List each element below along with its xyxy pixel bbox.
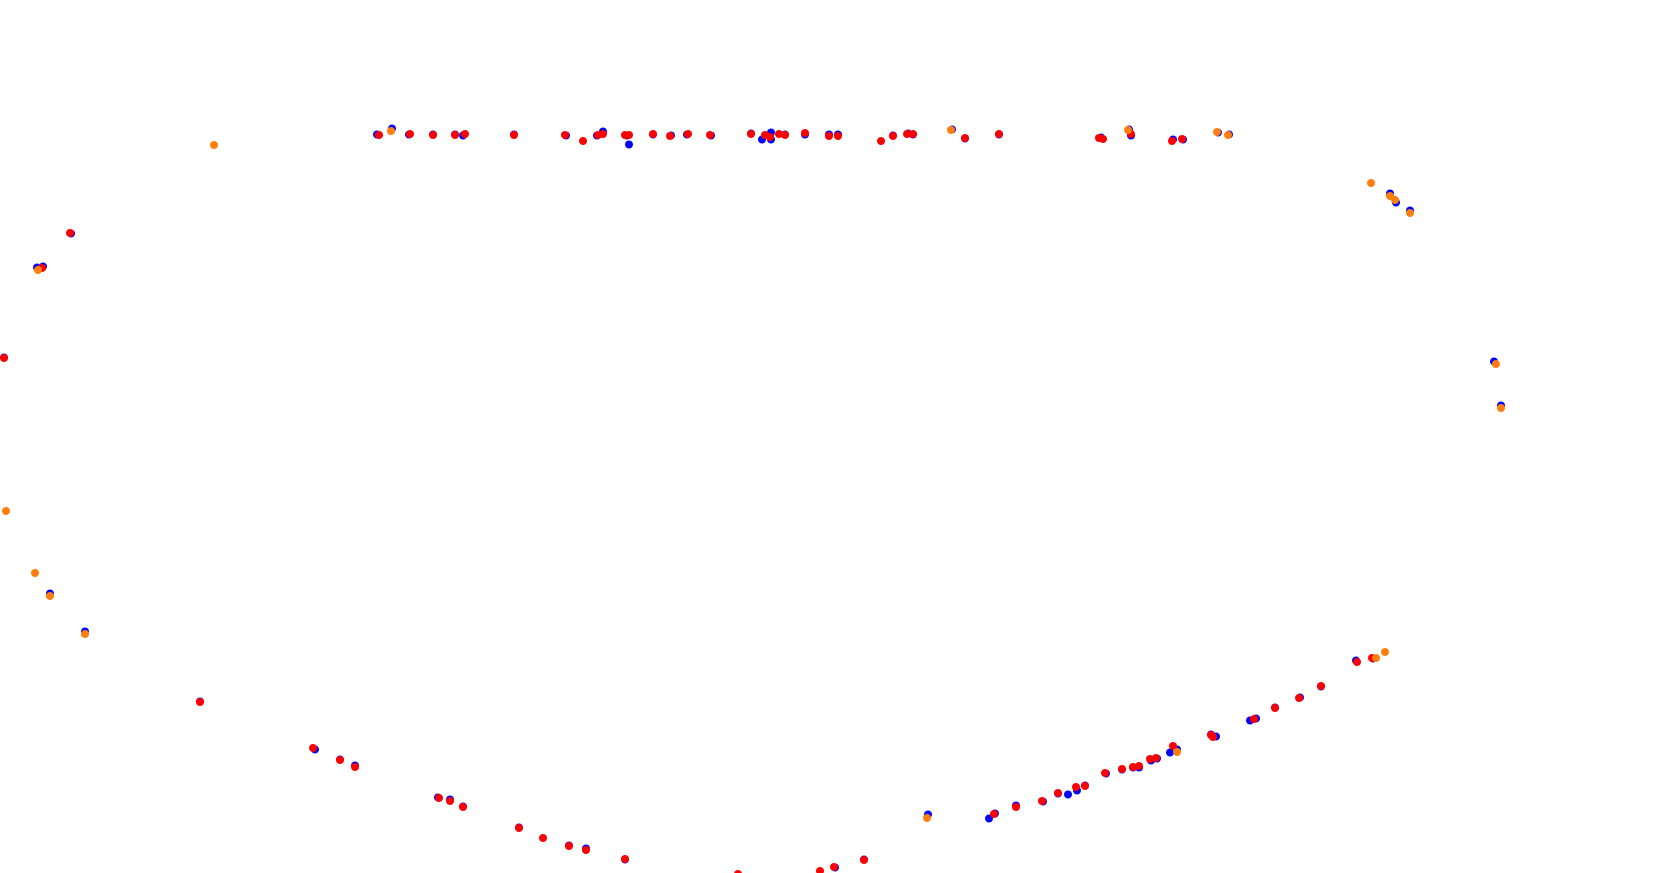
data-point xyxy=(834,132,842,140)
data-point xyxy=(429,131,437,139)
data-point xyxy=(1317,682,1325,690)
data-point xyxy=(1135,762,1143,770)
data-point xyxy=(747,130,755,138)
data-point xyxy=(1038,797,1046,805)
data-point xyxy=(1250,715,1258,723)
data-point xyxy=(451,131,459,139)
data-point xyxy=(446,797,454,805)
series-0 xyxy=(0,124,1505,872)
data-point xyxy=(1012,803,1020,811)
data-point xyxy=(1146,755,1154,763)
data-point xyxy=(81,630,89,638)
data-point xyxy=(582,846,590,854)
data-point xyxy=(909,130,917,138)
data-point xyxy=(1168,137,1176,145)
data-point xyxy=(649,130,657,138)
data-point xyxy=(706,131,714,139)
data-point xyxy=(565,842,573,850)
data-point xyxy=(1064,790,1072,799)
data-point xyxy=(1166,748,1174,757)
data-point xyxy=(539,834,547,842)
data-point xyxy=(1178,135,1186,143)
data-point xyxy=(1129,763,1137,771)
data-point xyxy=(561,131,569,139)
data-point xyxy=(1169,742,1177,750)
data-point xyxy=(459,803,467,811)
data-point xyxy=(461,130,469,138)
data-point xyxy=(825,132,833,140)
data-point xyxy=(1152,754,1160,762)
data-point xyxy=(515,824,523,832)
data-point xyxy=(1081,782,1089,790)
data-point xyxy=(31,569,39,577)
data-point xyxy=(1072,783,1080,791)
data-point xyxy=(0,354,8,362)
data-point xyxy=(1492,360,1500,368)
series-2 xyxy=(2,126,1505,822)
data-point xyxy=(860,856,868,864)
data-point xyxy=(625,131,633,139)
data-point xyxy=(351,763,359,771)
data-point xyxy=(923,814,931,822)
data-point xyxy=(766,133,774,141)
data-point xyxy=(734,870,742,873)
data-point xyxy=(2,507,10,515)
data-point xyxy=(1295,694,1303,702)
data-point xyxy=(435,794,443,802)
data-point xyxy=(990,810,998,818)
data-point xyxy=(995,130,1003,138)
data-point xyxy=(877,137,885,145)
data-point xyxy=(1054,789,1062,797)
data-point xyxy=(621,855,629,863)
data-point xyxy=(1497,404,1505,412)
series-1 xyxy=(0,129,1376,873)
data-point xyxy=(336,756,344,764)
data-point xyxy=(889,132,897,140)
data-point xyxy=(666,132,674,140)
data-point xyxy=(1099,135,1107,143)
data-point xyxy=(903,130,911,138)
data-point xyxy=(775,130,783,138)
data-point xyxy=(830,863,838,871)
data-point xyxy=(309,744,317,752)
data-point xyxy=(1213,128,1221,136)
data-point xyxy=(387,127,395,135)
data-point xyxy=(34,266,42,274)
data-point xyxy=(196,698,204,706)
data-point xyxy=(1173,748,1181,756)
data-point xyxy=(375,131,383,139)
data-point xyxy=(801,129,809,137)
data-point xyxy=(1118,765,1126,773)
data-point xyxy=(510,131,518,139)
data-point xyxy=(816,867,824,873)
data-point xyxy=(579,137,587,145)
data-point xyxy=(210,141,218,149)
data-point xyxy=(599,130,607,138)
data-point xyxy=(1207,731,1215,739)
data-point xyxy=(66,229,74,237)
data-point xyxy=(781,131,789,139)
data-point xyxy=(1406,209,1414,217)
data-point xyxy=(1381,648,1389,656)
data-point xyxy=(1353,658,1361,666)
data-point xyxy=(1271,704,1279,712)
data-point xyxy=(947,126,955,134)
data-point xyxy=(1224,131,1232,139)
data-point xyxy=(684,130,692,138)
data-point xyxy=(1372,654,1380,662)
data-point xyxy=(1391,196,1399,204)
data-point xyxy=(1367,179,1375,187)
data-point xyxy=(406,130,414,138)
data-point xyxy=(1101,769,1109,777)
data-point xyxy=(625,140,633,149)
plot-area xyxy=(0,124,1505,873)
data-point xyxy=(46,592,54,600)
data-point xyxy=(961,134,969,142)
data-point xyxy=(1124,126,1132,134)
